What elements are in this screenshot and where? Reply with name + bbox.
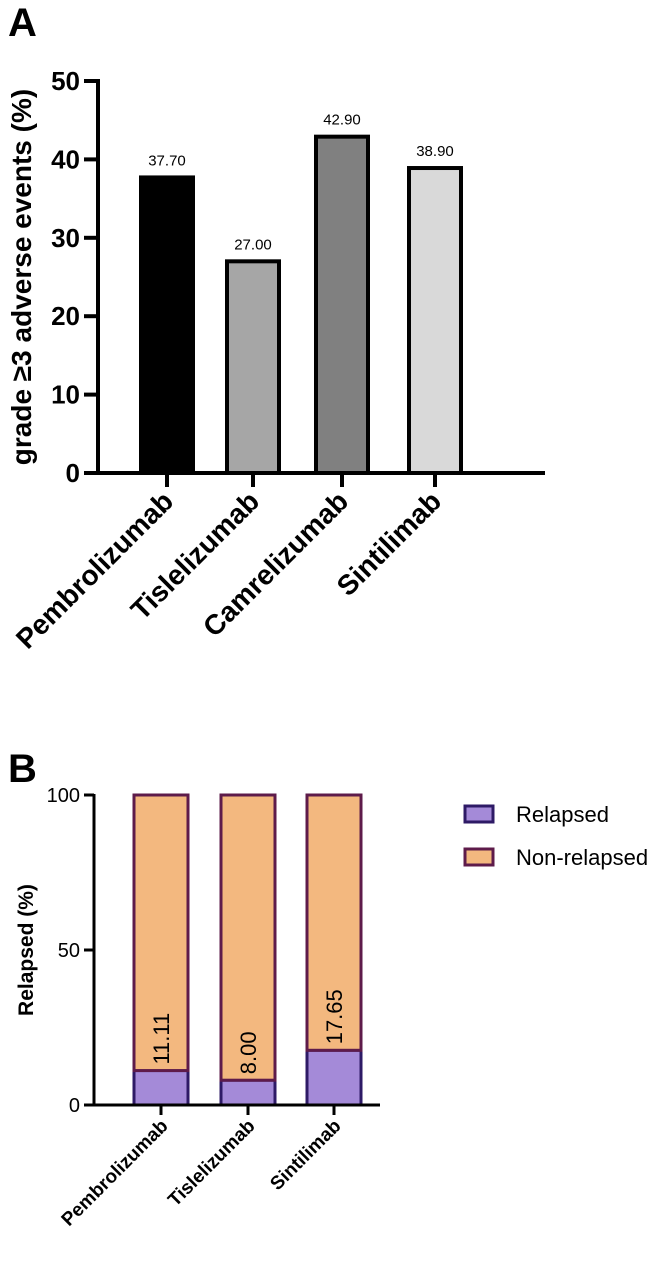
bar-camrelizumab xyxy=(314,134,370,475)
y-tick-label: 30 xyxy=(51,223,80,253)
x-tick-label-tislelizumab: Tislelizumab xyxy=(164,1116,259,1211)
y-tick-label: 100 xyxy=(47,785,80,807)
legend-label-non-relapsed: Non-relapsed xyxy=(516,845,648,870)
x-tick-label-sintilimab: Sintilimab xyxy=(266,1116,345,1195)
panel-a-bars: 37.70 27.00 42.90 38.90 xyxy=(139,112,463,476)
y-tick-label: 50 xyxy=(51,66,80,96)
data-label-tislelizumab: 8.00 xyxy=(236,1031,261,1074)
panel-b-letter: B xyxy=(8,747,37,791)
y-tick-label: 50 xyxy=(58,940,80,962)
x-tick-label-pembrolizumab: Pembrolizumab xyxy=(58,1116,173,1231)
panel-a-y-axis-title: grade ≥3 adverse events (%) xyxy=(6,89,37,465)
legend-swatch-relapsed xyxy=(463,804,495,824)
bar-sintilimab xyxy=(407,166,463,476)
data-label-sintilimab: 38.90 xyxy=(416,143,454,160)
y-tick-label: 10 xyxy=(51,380,80,410)
bar-pembrolizumab-relapsed xyxy=(132,1069,190,1107)
bar-tislelizumab-relapsed xyxy=(219,1078,277,1107)
data-label-sintilimab: 17.65 xyxy=(322,989,347,1044)
y-tick-label: 20 xyxy=(51,301,80,331)
legend-label-relapsed: Relapsed xyxy=(516,802,609,827)
panel-b-bars: 11.11 8.00 17.65 xyxy=(132,793,363,1107)
panel-b: B Relapsed (%) 11.11 8.00 17.65 0 50 100 Pemb… xyxy=(8,747,648,1231)
data-label-pembrolizumab: 11.11 xyxy=(149,1013,174,1065)
data-label-pembrolizumab: 37.70 xyxy=(148,152,186,169)
panel-b-legend: Relapsed Non-relapsed xyxy=(463,802,648,870)
panel-a-letter: A xyxy=(8,1,37,45)
legend-swatch-non-relapsed xyxy=(463,847,495,867)
bar-pembrolizumab-non-relapsed xyxy=(132,793,190,1073)
y-tick-label: 0 xyxy=(69,1095,80,1117)
panel-a: A grade ≥3 adverse events (%) 37.70 27.00… xyxy=(6,1,545,655)
data-label-camrelizumab: 42.90 xyxy=(323,112,361,129)
bar-tislelizumab xyxy=(225,259,281,475)
bar-pembrolizumab xyxy=(139,175,195,475)
x-tick-label-pembrolizumab: Pembrolizumab xyxy=(10,485,179,654)
y-tick-label: 40 xyxy=(51,144,80,174)
bar-sintilimab-non-relapsed xyxy=(305,793,363,1052)
data-label-tislelizumab: 27.00 xyxy=(234,236,272,253)
bar-tislelizumab-non-relapsed xyxy=(219,793,277,1082)
bar-sintilimab-relapsed xyxy=(305,1048,363,1107)
y-tick-label: 0 xyxy=(66,458,80,488)
panel-b-y-axis-title: Relapsed (%) xyxy=(15,884,38,1016)
